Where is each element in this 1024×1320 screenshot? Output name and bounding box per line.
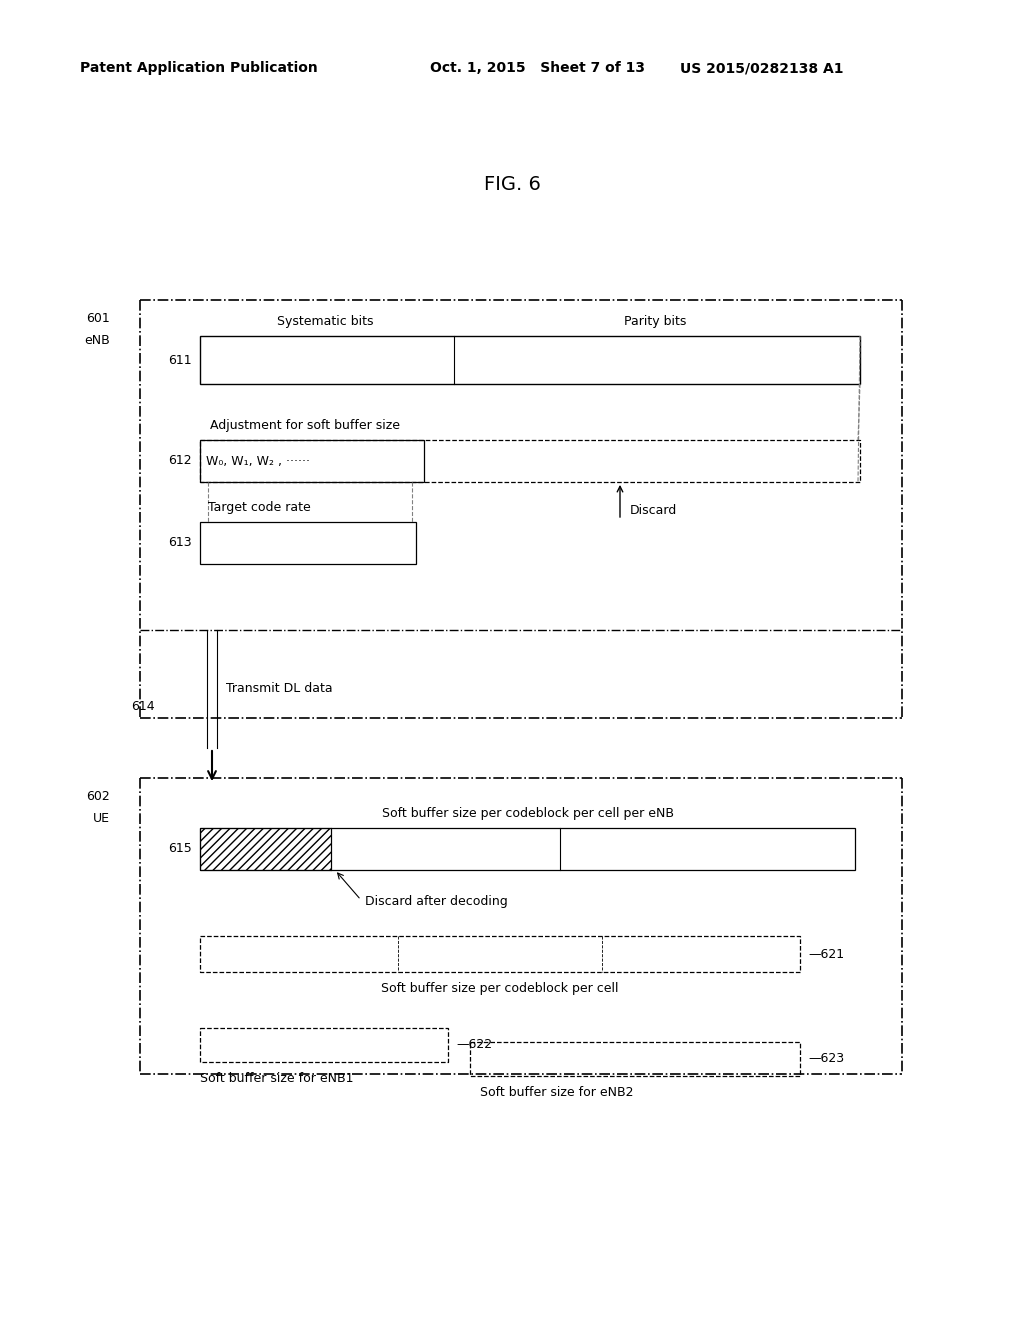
Text: 611: 611 <box>168 354 193 367</box>
Text: US 2015/0282138 A1: US 2015/0282138 A1 <box>680 61 844 75</box>
Text: Adjustment for soft buffer size: Adjustment for soft buffer size <box>210 418 400 432</box>
Text: 602: 602 <box>86 789 110 803</box>
Bar <box>200 337 860 384</box>
Bar <box>200 828 331 870</box>
Text: Soft buffer size for eNB2: Soft buffer size for eNB2 <box>480 1086 634 1100</box>
Bar <box>470 1041 800 1076</box>
Text: Parity bits: Parity bits <box>625 315 686 327</box>
Text: FIG. 6: FIG. 6 <box>483 176 541 194</box>
Text: Target code rate: Target code rate <box>208 502 310 513</box>
Text: —621: —621 <box>808 948 844 961</box>
Text: Soft buffer size for eNB1: Soft buffer size for eNB1 <box>200 1072 353 1085</box>
Text: UE: UE <box>93 812 110 825</box>
Bar <box>200 828 855 870</box>
Text: eNB: eNB <box>84 334 110 346</box>
Text: Patent Application Publication: Patent Application Publication <box>80 61 317 75</box>
Text: 614: 614 <box>131 701 155 714</box>
Text: W₀, W₁, W₂ , ······: W₀, W₁, W₂ , ······ <box>206 454 310 467</box>
Text: —623: —623 <box>808 1052 844 1065</box>
Text: 601: 601 <box>86 312 110 325</box>
Text: Soft buffer size per codeblock per cell: Soft buffer size per codeblock per cell <box>381 982 618 995</box>
Bar <box>200 440 860 482</box>
Text: Systematic bits: Systematic bits <box>278 315 374 327</box>
Text: 615: 615 <box>168 842 193 855</box>
Text: —622: —622 <box>456 1039 493 1052</box>
Text: 612: 612 <box>168 454 193 467</box>
Bar <box>200 1028 449 1063</box>
Bar <box>200 521 416 564</box>
Text: Oct. 1, 2015   Sheet 7 of 13: Oct. 1, 2015 Sheet 7 of 13 <box>430 61 645 75</box>
Text: 613: 613 <box>168 536 193 549</box>
Text: Soft buffer size per codeblock per cell per eNB: Soft buffer size per codeblock per cell … <box>382 807 674 820</box>
Text: Discard after decoding: Discard after decoding <box>365 895 508 908</box>
Bar <box>200 936 800 972</box>
Text: Transmit DL data: Transmit DL data <box>226 682 333 696</box>
Text: Discard: Discard <box>630 503 677 516</box>
Bar <box>200 440 424 482</box>
